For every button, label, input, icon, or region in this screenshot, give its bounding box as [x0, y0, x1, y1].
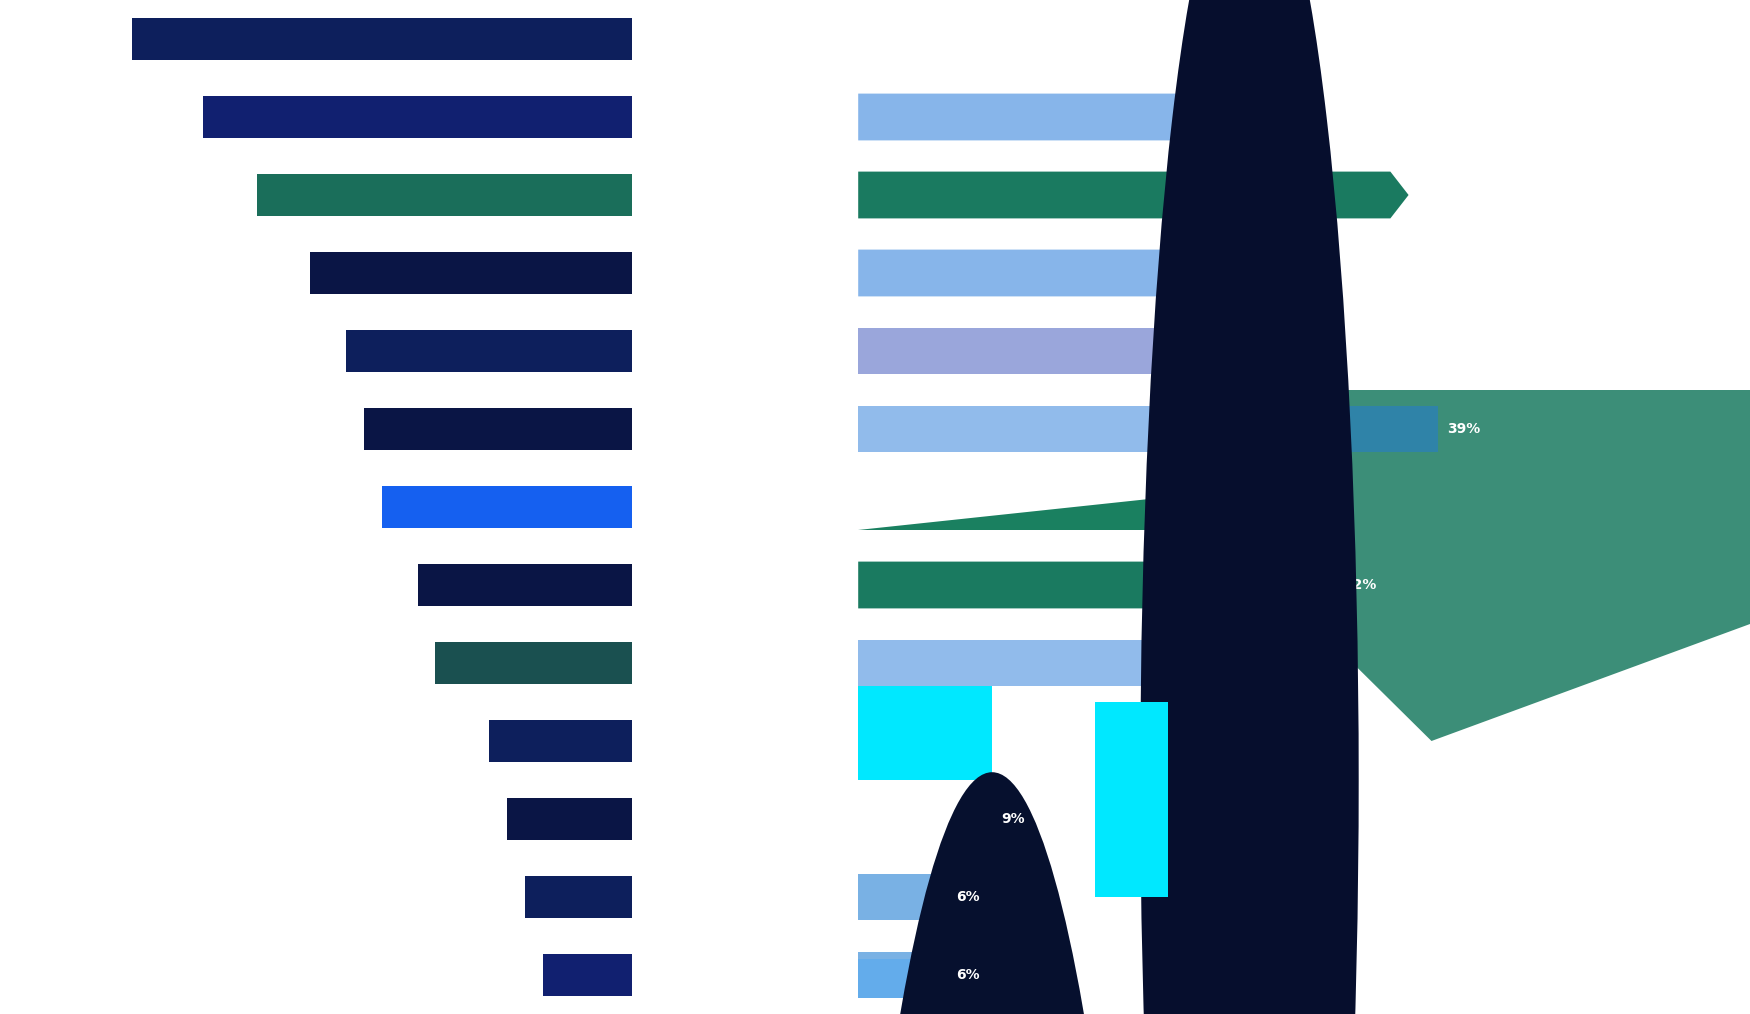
Bar: [858, 686, 992, 780]
Text: 15%: 15%: [644, 422, 677, 436]
Bar: [488, 720, 632, 763]
Bar: [858, 328, 1304, 374]
Bar: [858, 959, 949, 999]
Text: 15%: 15%: [1090, 734, 1124, 748]
Text: 30%: 30%: [1314, 344, 1348, 358]
Text: 21%: 21%: [644, 188, 677, 202]
Bar: [257, 173, 632, 216]
Polygon shape: [858, 484, 1290, 530]
Polygon shape: [858, 171, 1409, 218]
Bar: [1096, 702, 1167, 897]
Polygon shape: [858, 93, 1244, 140]
Text: 20%: 20%: [1166, 656, 1199, 670]
Text: persor: persor: [86, 0, 147, 9]
Bar: [364, 408, 632, 450]
Text: 28%: 28%: [644, 32, 677, 46]
Bar: [525, 875, 632, 919]
Text: passaparola: passaparola: [240, 0, 343, 7]
Text: 18%: 18%: [644, 266, 677, 280]
Bar: [131, 17, 632, 61]
Text: 9%: 9%: [1001, 812, 1026, 826]
Bar: [858, 874, 947, 921]
Text: 14%: 14%: [644, 500, 677, 514]
Text: 12%: 12%: [644, 578, 677, 592]
Bar: [203, 95, 632, 139]
Text: 37%: 37%: [1418, 188, 1451, 202]
Text: 6%: 6%: [957, 890, 980, 904]
Polygon shape: [858, 249, 1290, 296]
Bar: [382, 486, 632, 528]
Bar: [858, 406, 1438, 452]
Polygon shape: [858, 562, 1334, 608]
Text: 11%: 11%: [644, 656, 677, 670]
Text: 32%: 32%: [1344, 578, 1377, 592]
Text: 6%: 6%: [644, 890, 667, 904]
Text: 7%: 7%: [644, 812, 667, 826]
Polygon shape: [1312, 390, 1750, 741]
Text: 39%: 39%: [1447, 422, 1480, 436]
Bar: [418, 564, 632, 606]
Bar: [436, 642, 632, 684]
Bar: [507, 798, 632, 841]
Text: 29%: 29%: [1298, 266, 1332, 280]
Bar: [346, 330, 632, 372]
Circle shape: [828, 773, 1157, 1014]
Bar: [542, 953, 632, 997]
Circle shape: [1141, 0, 1358, 1014]
Bar: [858, 640, 1155, 686]
Bar: [858, 951, 947, 999]
Text: 52%: 52%: [1689, 32, 1722, 46]
Text: 8%: 8%: [644, 734, 667, 748]
Text: 6%: 6%: [957, 968, 980, 982]
Bar: [310, 251, 632, 294]
Text: 16%: 16%: [644, 344, 677, 358]
Text: 24%: 24%: [644, 110, 677, 124]
Text: 26%: 26%: [1255, 110, 1288, 124]
Text: 29%: 29%: [1298, 500, 1332, 514]
Text: 5%: 5%: [644, 968, 667, 982]
